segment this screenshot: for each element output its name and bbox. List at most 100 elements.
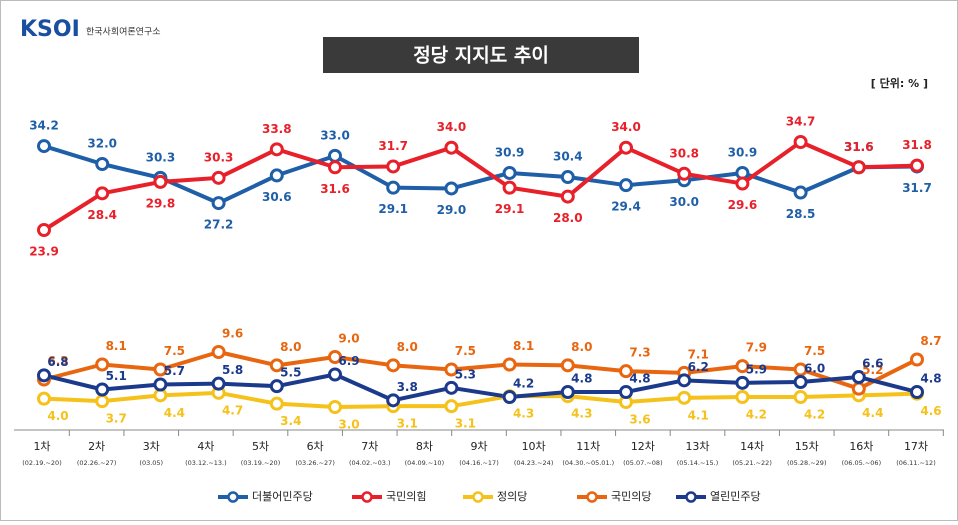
value-label: 3.1 xyxy=(455,417,476,431)
value-label: 28.0 xyxy=(553,211,583,225)
x-tick-label: 5차 xyxy=(252,440,269,453)
x-tick-label: 10차 xyxy=(522,440,546,453)
x-tick-sublabel: (05.14.~15.) xyxy=(677,459,719,467)
point xyxy=(619,140,633,155)
value-label: 5.7 xyxy=(164,364,185,378)
labels: 34.2 32.0 30.3 27.2 30.6 33.0 29.1 29.0 30.9 30.4… xyxy=(29,115,941,432)
point xyxy=(211,376,226,391)
value-label: 29.1 xyxy=(495,202,525,216)
point xyxy=(328,350,342,364)
point xyxy=(735,359,750,374)
point xyxy=(502,357,517,372)
point xyxy=(386,358,401,373)
point xyxy=(560,189,575,204)
point xyxy=(153,377,168,392)
point xyxy=(851,370,866,384)
point xyxy=(444,181,459,196)
value-label: 33.8 xyxy=(262,122,292,136)
series-line xyxy=(43,390,918,409)
x-tick-sublabel: (03.05) xyxy=(139,459,163,467)
value-label: 4.6 xyxy=(920,404,941,418)
value-label: 34.2 xyxy=(29,119,59,133)
point xyxy=(502,165,517,180)
x-tick-sublabel: (03.26.~27) xyxy=(295,459,334,467)
point xyxy=(444,380,459,395)
x-tick-sublabel: (06.05.~06) xyxy=(842,459,881,467)
x-tick-label: 15차 xyxy=(795,440,819,453)
chart-title: 정당 지지도 추이 xyxy=(413,45,549,67)
x-tick-label: 13차 xyxy=(685,440,709,453)
value-label: 6.0 xyxy=(804,362,825,376)
point xyxy=(328,400,342,414)
point xyxy=(619,364,633,379)
value-label: 34.7 xyxy=(786,115,816,129)
x-tick-sublabel: (04.30.~05.01.) xyxy=(562,459,614,467)
value-label: 8.0 xyxy=(397,340,418,354)
legend-label: 열린민주당 xyxy=(710,490,761,503)
point xyxy=(851,381,866,396)
value-label: 8.1 xyxy=(513,339,534,353)
value-label: 28.5 xyxy=(786,207,816,221)
value-label: 3.7 xyxy=(106,412,127,426)
point xyxy=(37,368,51,383)
value-label: 31.6 xyxy=(320,182,350,196)
legend-label: 국민의당 xyxy=(611,490,651,503)
legend-label: 더불어민주당 xyxy=(252,490,313,503)
point xyxy=(37,391,51,406)
value-label: 4.0 xyxy=(47,409,68,423)
point xyxy=(560,170,575,185)
point xyxy=(328,160,342,175)
point xyxy=(851,160,866,175)
x-tick-sublabel: (05.21.~22) xyxy=(732,459,771,467)
point xyxy=(269,379,284,394)
value-label: 6.3 xyxy=(47,354,68,368)
point xyxy=(328,148,342,163)
point xyxy=(211,170,226,185)
point xyxy=(677,373,692,388)
value-label: 4.2 xyxy=(513,377,534,391)
x-tick-sublabel: (04.02.~03.) xyxy=(349,459,391,467)
point xyxy=(793,375,808,389)
point xyxy=(502,390,517,404)
value-label: 34.0 xyxy=(611,120,641,134)
value-label: 7.5 xyxy=(455,344,476,358)
x-tick-label: 16차 xyxy=(849,440,873,453)
point xyxy=(910,385,924,399)
value-label: 5.3 xyxy=(455,367,476,381)
series-line xyxy=(43,372,918,403)
value-label: 7.1 xyxy=(688,347,709,361)
value-label: 34.0 xyxy=(437,120,467,134)
value-label: 9.6 xyxy=(222,327,243,341)
x-tick-label: 2차 xyxy=(88,440,105,453)
legend-marker xyxy=(361,491,373,503)
value-label: 30.9 xyxy=(495,145,525,159)
point xyxy=(95,186,110,201)
x-tick-sublabel: (03.12.~13.) xyxy=(185,459,227,467)
value-label: 5.9 xyxy=(746,362,767,376)
point xyxy=(444,140,459,155)
point xyxy=(677,166,692,181)
point xyxy=(153,362,168,377)
value-label: 31.8 xyxy=(902,138,932,152)
value-label: 31.6 xyxy=(844,140,874,154)
value-label: 28.4 xyxy=(87,208,117,222)
value-label: 4.7 xyxy=(222,403,243,417)
x-tick-label: 7차 xyxy=(361,440,378,453)
value-label: 29.4 xyxy=(611,200,641,214)
legend-label: 국민의힘 xyxy=(386,490,426,503)
value-label: 29.8 xyxy=(146,196,176,210)
series-line xyxy=(42,140,918,232)
value-label: 3.0 xyxy=(338,418,359,432)
legend-label: 정의당 xyxy=(497,490,527,503)
point xyxy=(269,142,284,157)
value-label: 4.8 xyxy=(571,372,592,386)
x-tick-sublabel: (04.09.~10) xyxy=(405,459,444,467)
value-label: 29.1 xyxy=(378,202,408,216)
x-tick-label: 11차 xyxy=(576,440,600,453)
value-label: 23.9 xyxy=(29,245,59,259)
value-label: 31.7 xyxy=(902,181,932,195)
value-label: 4.3 xyxy=(513,407,534,421)
value-label: 7.5 xyxy=(164,344,185,358)
